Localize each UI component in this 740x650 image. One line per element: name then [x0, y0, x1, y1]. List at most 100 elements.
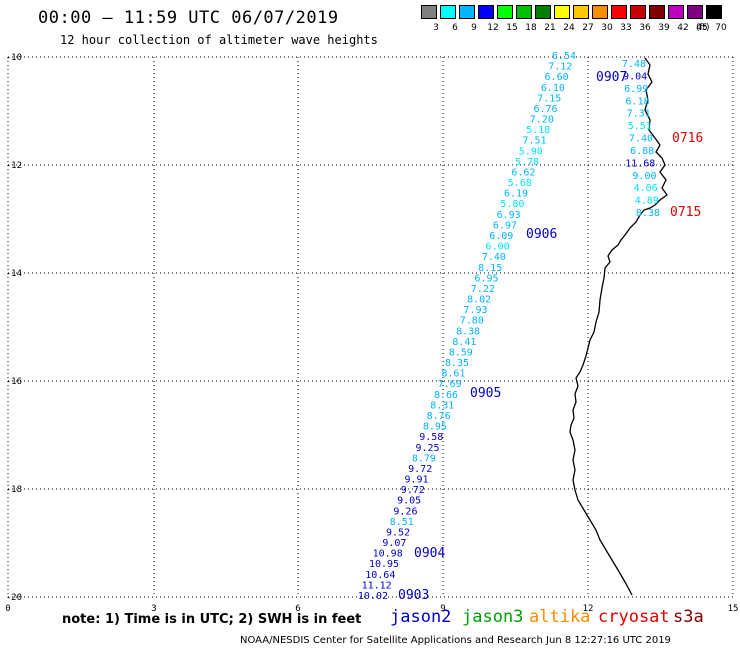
pass-time-label: 0903 [398, 588, 429, 603]
pass-time-label: 0905 [470, 386, 501, 401]
y-tick-label: -18 [6, 485, 22, 495]
legend-label: 27 [582, 23, 594, 33]
satellite-pass-west: 6.547.126.606.107.156.767.205.187.515.90… [358, 51, 576, 602]
legend-label: 15 [506, 23, 518, 33]
wave-height-value: 9.04 [623, 71, 647, 82]
wave-height-value: 6.18 [625, 96, 649, 107]
x-tick-label: 6 [295, 604, 300, 614]
wave-height-value: 8.95 [423, 422, 447, 433]
legend-swatch [687, 5, 703, 19]
wave-height-value: 8.66 [434, 390, 458, 401]
wave-height-value: 11.12 [362, 580, 392, 591]
page-subtitle: 12 hour collection of altimeter wave hei… [60, 33, 378, 47]
wave-height-value: 8.41 [452, 337, 476, 348]
x-axis-ticks: 0 3 6 9 12 15 [5, 604, 738, 614]
wave-height-value: 7.69 [438, 379, 462, 390]
legend-label: 70 [715, 23, 727, 33]
wave-height-value: 8.38 [456, 326, 480, 337]
wave-height-value: 6.93 [497, 210, 521, 221]
wave-height-value: 7.15 [537, 93, 561, 104]
y-tick-label: -16 [6, 377, 22, 387]
wave-height-value: 8.15 [478, 263, 502, 274]
satellite-name: jason2 [390, 607, 452, 627]
wave-height-value: 4.89 [635, 196, 659, 207]
wave-height-value: 9.58 [419, 432, 443, 443]
wave-height-value: 9.91 [404, 475, 428, 486]
pass-time-label: 0715 [670, 205, 701, 220]
wave-height-value: 4.06 [634, 183, 658, 194]
wave-height-value: 8.02 [467, 295, 491, 306]
x-tick-label: 15 [728, 604, 739, 614]
wave-height-value: 6.60 [545, 72, 569, 83]
wave-height-value: 10.95 [369, 559, 399, 570]
y-axis-ticks: -10 -12 -14 -16 -18 -20 [6, 53, 22, 603]
legend-swatch [630, 5, 646, 19]
x-tick-label: 9 [440, 604, 445, 614]
wave-height-value: 8.61 [441, 369, 465, 380]
wave-height-value: 5.80 [500, 199, 524, 210]
wave-height-value: 5.18 [526, 125, 550, 136]
wave-height-value: 7.40 [629, 134, 653, 145]
wave-height-value: 6.00 [486, 242, 510, 253]
legend-label: 18 [525, 23, 537, 33]
y-tick-label: -10 [6, 53, 22, 63]
legend-swatch [535, 5, 551, 19]
y-tick-label: -14 [6, 269, 22, 279]
wave-height-value: 6.10 [541, 83, 565, 94]
wave-height-value: 7.80 [460, 316, 484, 327]
legend-swatch [459, 5, 475, 19]
legend-swatch [573, 5, 589, 19]
wave-height-value: 11.68 [625, 158, 655, 169]
wave-height-value: 6.19 [504, 189, 528, 200]
wave-height-value: 6.09 [489, 231, 513, 242]
wave-height-value: 6.99 [624, 84, 648, 95]
y-tick-label: -12 [6, 161, 22, 171]
wave-height-value: 8.51 [390, 517, 414, 528]
legend-label: 9 [471, 23, 477, 33]
wave-height-value: 8.38 [636, 208, 660, 219]
legend-label: 30 [601, 23, 613, 33]
wave-height-value: 10.98 [373, 549, 403, 560]
legend-swatch [478, 5, 494, 19]
legend-unit: (ft) [696, 23, 710, 33]
x-tick-label: 12 [583, 604, 594, 614]
legend-label: 42 [677, 23, 689, 33]
page-title: 00:00 – 11:59 UTC 06/07/2019 [38, 8, 339, 28]
legend-swatch [611, 5, 627, 19]
legend-label: 24 [563, 23, 575, 33]
legend-label: 21 [544, 23, 556, 33]
wave-height-value: 5.78 [515, 157, 539, 168]
pass-time-label: 0907 [596, 70, 627, 85]
wave-height-value: 8.76 [427, 411, 451, 422]
legend-label: 12 [487, 23, 499, 33]
wave-height-value: 5.90 [519, 146, 543, 157]
pass-time-label: 0906 [526, 227, 557, 242]
satellite-name: s3a [673, 607, 704, 627]
wave-height-value: 7.20 [530, 115, 554, 126]
legend-swatch [649, 5, 665, 19]
wave-height-value: 10.02 [358, 591, 388, 602]
wave-height-value: 8.35 [445, 358, 469, 369]
wave-height-value: 9.52 [386, 527, 410, 538]
satellite-name: altika [529, 607, 591, 627]
satellite-name: jason3 [462, 607, 524, 627]
pass-time-labels: 0907 0716 0715 0906 0905 0904 0903 [398, 70, 703, 603]
coastline [569, 57, 668, 596]
wave-height-value: 5.51 [628, 121, 652, 132]
x-tick-label: 0 [5, 604, 10, 614]
footer-credit: NOAA/NESDIS Center for Satellite Applica… [240, 635, 671, 646]
wave-height-value: 10.64 [365, 570, 395, 581]
footer-note: note: 1) Time is in UTC; 2) SWH is in fe… [62, 612, 362, 627]
wave-height-value: 6.62 [511, 167, 535, 178]
legend-swatch [706, 5, 722, 19]
legend-swatch [668, 5, 684, 19]
wave-height-value: 7.22 [471, 284, 495, 295]
wave-height-value: 8.79 [412, 453, 436, 464]
legend-label: 45 [696, 23, 708, 33]
wave-height-value: 9.26 [393, 506, 417, 517]
wave-height-value: 6.88 [630, 146, 654, 157]
legend-swatch [440, 5, 456, 19]
pass-time-label: 0904 [414, 546, 445, 561]
